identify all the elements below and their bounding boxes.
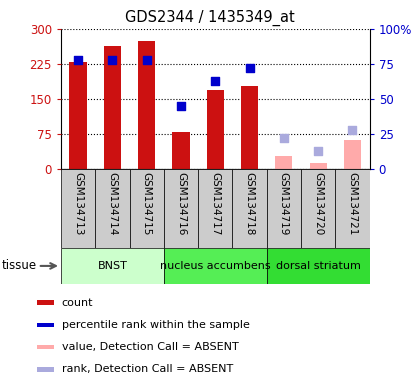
Bar [61,169,95,248]
Bar [310,163,327,169]
Bar [37,323,55,327]
Text: GSM134714: GSM134714 [108,172,117,235]
Text: count: count [62,298,93,308]
Text: value, Detection Call = ABSENT: value, Detection Call = ABSENT [62,342,239,352]
Text: GSM134713: GSM134713 [73,172,83,235]
Text: tissue: tissue [2,260,37,272]
Bar [164,169,198,248]
Bar [241,86,258,169]
Text: percentile rank within the sample: percentile rank within the sample [62,320,250,330]
Bar [207,91,224,169]
Bar [37,345,55,349]
Bar [335,169,370,248]
Bar [301,169,335,248]
Bar [164,248,267,284]
Point [315,148,322,154]
Text: BNST: BNST [97,261,127,271]
Bar [344,139,361,169]
Point [75,56,81,63]
Bar [275,156,292,169]
Text: dorsal striatum: dorsal striatum [276,261,361,271]
Point [349,127,356,133]
Bar [104,46,121,169]
Bar [267,248,370,284]
Text: GSM134715: GSM134715 [142,172,152,235]
Bar [69,63,87,169]
Point [178,103,184,109]
Point [109,56,116,63]
Text: GSM134721: GSM134721 [347,172,357,235]
Text: GSM134716: GSM134716 [176,172,186,235]
Bar [172,132,189,169]
Text: GDS2344 / 1435349_at: GDS2344 / 1435349_at [125,10,295,26]
Point [246,65,253,71]
Bar [61,248,164,284]
Bar [37,367,55,371]
Text: GSM134719: GSM134719 [279,172,289,235]
Text: GSM134718: GSM134718 [244,172,255,235]
Text: nucleus accumbens: nucleus accumbens [160,261,270,271]
Point [281,135,287,141]
Text: GSM134720: GSM134720 [313,172,323,235]
Bar [138,41,155,169]
Bar [129,169,164,248]
Text: GSM134717: GSM134717 [210,172,220,235]
Bar [95,169,129,248]
Bar [267,169,301,248]
Bar [232,169,267,248]
Text: rank, Detection Call = ABSENT: rank, Detection Call = ABSENT [62,364,233,374]
Bar [198,169,232,248]
Point [212,78,219,84]
Bar [37,301,55,305]
Point [143,56,150,63]
